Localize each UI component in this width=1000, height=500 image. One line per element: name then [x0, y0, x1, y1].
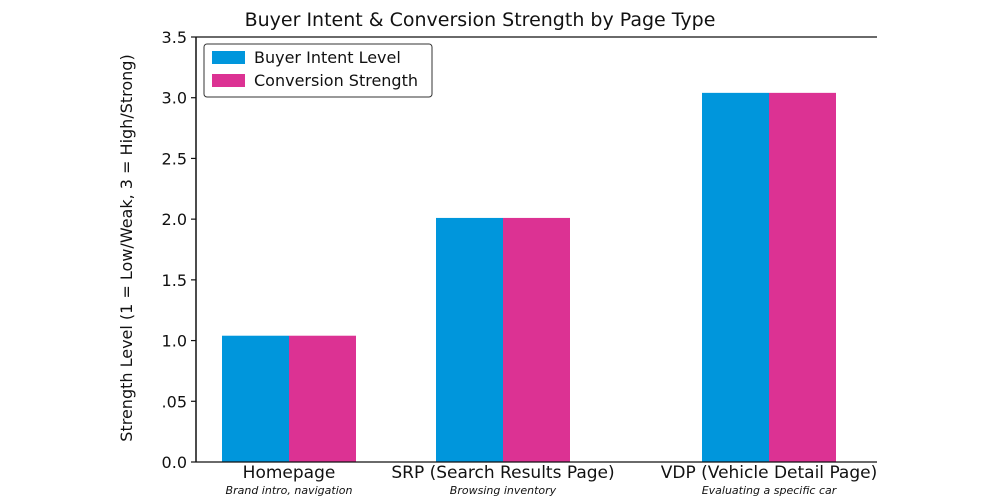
- bar-conversion-strength-2: [769, 92, 836, 462]
- y-tick-label: 1.5: [162, 271, 187, 290]
- x-category-subtitle: Browsing inventory: [450, 484, 557, 497]
- x-category-label: Homepage: [243, 463, 336, 483]
- x-category-label: SRP (Search Results Page): [391, 463, 614, 483]
- bars-group: [222, 92, 836, 462]
- legend-box: [203, 43, 433, 98]
- y-axis-label: Strength Level (1 = Low/Weak, 3 = High/S…: [117, 54, 136, 441]
- bar-buyer-intent-0: [222, 335, 289, 462]
- bar-buyer-intent-2: [702, 92, 769, 462]
- legend-swatch: [212, 51, 245, 64]
- y-tick-label: 3.5: [162, 28, 187, 47]
- legend-label: Conversion Strength: [254, 71, 418, 90]
- chart-title: Buyer Intent & Conversion Strength by Pa…: [245, 9, 716, 31]
- bar-buyer-intent-1: [436, 217, 503, 462]
- y-tick-label: 3.0: [162, 89, 187, 108]
- y-tick-label: 1.0: [162, 332, 187, 351]
- x-category-label: VDP (Vehicle Detail Page): [661, 463, 877, 483]
- x-category-subtitle: Evaluating a specific car: [702, 484, 838, 497]
- y-tick-label: .05: [162, 392, 187, 411]
- y-tick-label: 2.0: [162, 210, 187, 229]
- legend: Buyer Intent Level Conversion Strength: [203, 43, 433, 98]
- y-tick-label: 2.5: [162, 149, 187, 168]
- y-tick-label: 0.0: [162, 453, 187, 472]
- bar-conversion-strength-0: [289, 335, 356, 462]
- x-category-subtitle: Brand intro, navigation: [226, 484, 353, 497]
- bar-conversion-strength-1: [503, 217, 570, 462]
- legend-swatch: [212, 74, 245, 87]
- legend-label: Buyer Intent Level: [254, 48, 401, 67]
